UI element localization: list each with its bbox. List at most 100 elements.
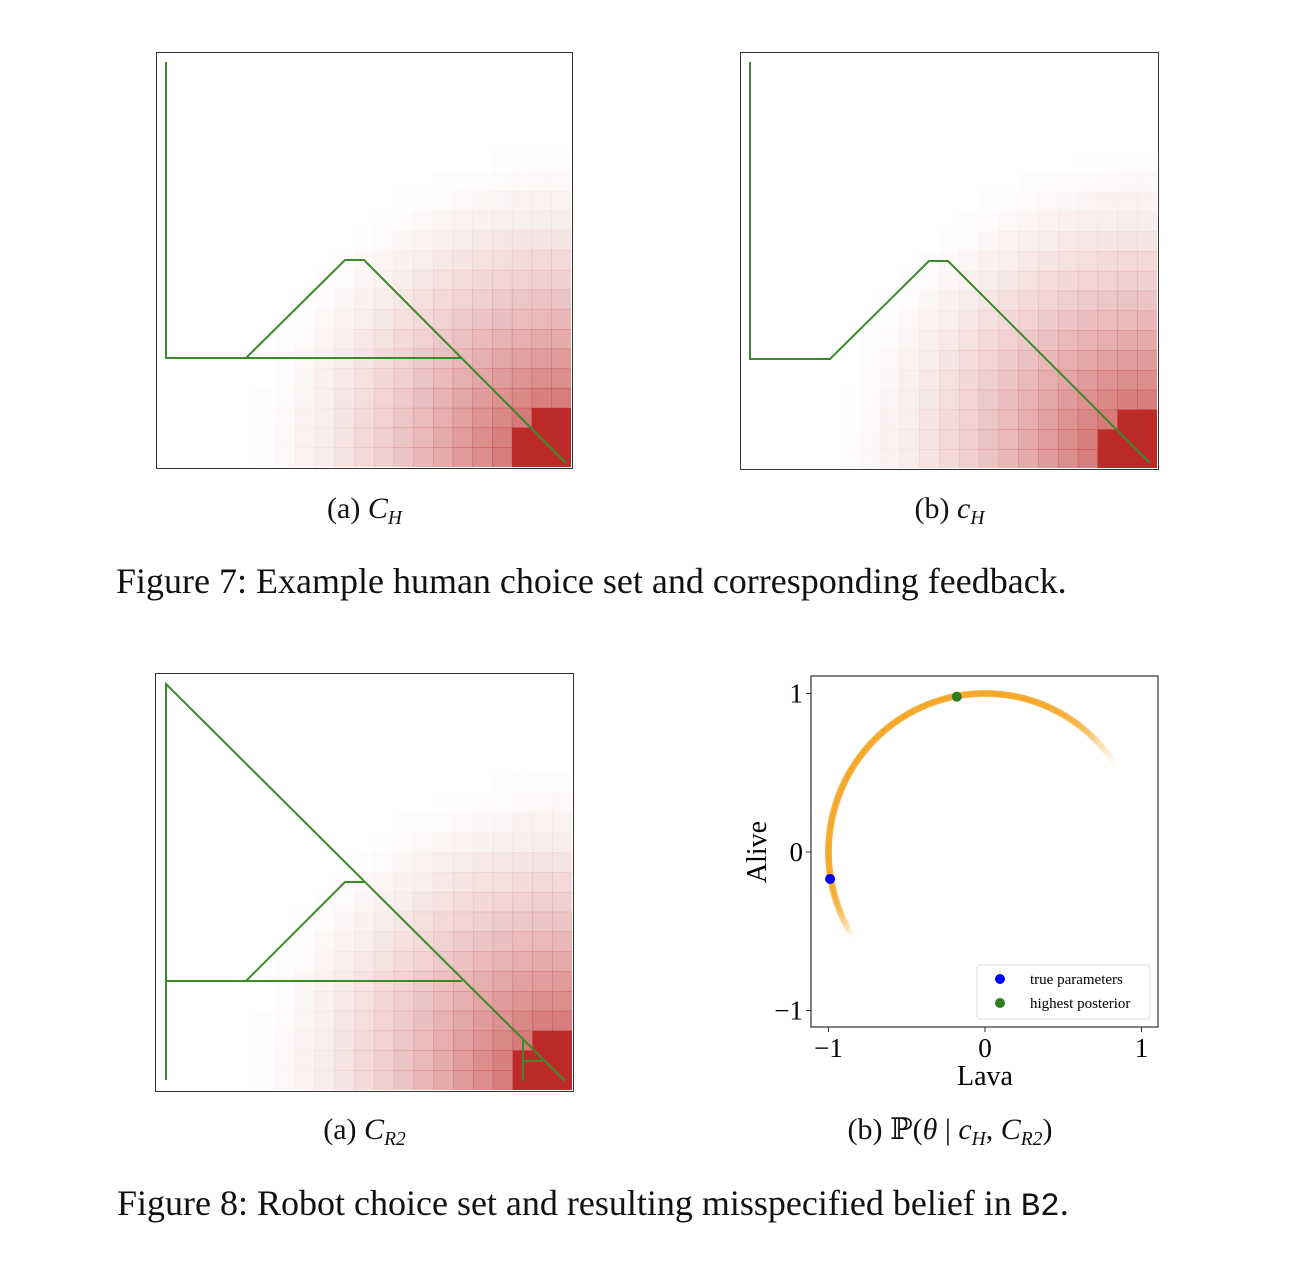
heatmap-cell <box>295 388 316 409</box>
heatmap-cell <box>453 171 473 191</box>
heatmap-cell <box>1038 172 1058 192</box>
heatmap-cell <box>314 1070 335 1090</box>
heatmap-cell <box>314 932 334 952</box>
path-line <box>749 62 1151 464</box>
posterior-arc-sample <box>836 909 844 917</box>
heatmap-cell <box>294 1050 315 1071</box>
heatmap-cell <box>958 310 980 331</box>
heatmap-cell <box>998 429 1019 450</box>
heatmap-cell <box>1077 449 1099 468</box>
heatmap-cell <box>492 171 512 191</box>
heatmap-cell <box>1097 270 1118 292</box>
heatmap-cell <box>472 289 493 310</box>
heatmap-cell <box>531 388 552 409</box>
heatmap-cell <box>452 289 473 310</box>
heatmap-cell <box>294 1010 315 1032</box>
heatmap-cell <box>492 872 514 893</box>
heatmap-cell <box>472 329 493 350</box>
heatmap-cell <box>433 407 454 429</box>
heatmap-cell <box>998 270 1019 292</box>
heatmap-cell <box>334 1010 355 1032</box>
heatmap-cell <box>354 891 375 913</box>
heatmap-cell <box>551 329 571 350</box>
figure7-caption: Figure 7: Example human choice set and c… <box>116 561 1067 601</box>
heatmap-cell <box>1137 369 1157 391</box>
heatmap-cell <box>1097 211 1118 232</box>
heatmap-cell <box>492 368 513 389</box>
path-line <box>165 681 566 1082</box>
heatmap-cell <box>334 309 355 330</box>
posterior-arc-sample <box>1079 725 1087 733</box>
heatmap-cell <box>452 329 473 350</box>
figure7b-subcaption: (b) cH <box>914 492 985 529</box>
posterior-arc-sample <box>1086 730 1094 738</box>
y-tick-label: 0 <box>790 837 804 867</box>
heatmap-cell <box>394 211 414 231</box>
posterior-arc-sample <box>1090 734 1098 742</box>
heatmap-cell <box>512 852 533 873</box>
heatmap-cell <box>492 852 514 873</box>
heatmap-cell <box>1018 251 1039 272</box>
heatmap-cell <box>492 289 513 310</box>
posterior-arc-sample <box>839 915 847 923</box>
heatmap-cell <box>1018 172 1038 192</box>
heatmap-cell <box>433 990 454 1012</box>
heatmap-cell <box>860 410 880 430</box>
heatmap-cell <box>334 407 355 429</box>
heatmap-cell <box>551 388 571 409</box>
posterior-arc-sample <box>1096 741 1104 749</box>
heatmap-cell <box>551 368 571 389</box>
heatmap-cell <box>511 269 533 291</box>
heatmap-cell <box>899 350 920 371</box>
heatmap-cell <box>314 407 335 429</box>
posterior-arc-sample <box>1073 720 1081 728</box>
heatmap-cell <box>1038 251 1059 272</box>
heatmap-cell <box>1077 191 1099 212</box>
heatmap-cell <box>295 309 315 329</box>
heatmap-cell <box>1018 389 1039 411</box>
posterior-arc-sample <box>1070 717 1078 725</box>
heatmap-cell <box>334 1070 355 1090</box>
posterior-arc-sample <box>843 924 851 932</box>
heatmap-cell <box>433 368 454 389</box>
posterior-arc-sample <box>1097 742 1105 750</box>
heatmap-cell <box>1057 389 1079 411</box>
heatmap-cell <box>860 449 880 468</box>
heatmap-cell <box>939 330 960 351</box>
heatmap-cell <box>1057 211 1079 232</box>
heatmap-cell <box>492 1050 514 1071</box>
heatmap-cell <box>472 250 493 271</box>
heatmap-cell <box>295 407 316 429</box>
posterior-arc-sample <box>1071 718 1079 726</box>
heatmap-cell <box>413 1050 434 1071</box>
heatmap-cell <box>433 427 454 448</box>
heatmap-cell <box>939 350 960 371</box>
posterior-arc-sample <box>1067 716 1075 724</box>
heatmap-cell <box>998 290 1019 312</box>
heatmap-cell <box>532 990 553 1012</box>
heatmap-cell <box>939 429 960 450</box>
heatmap-cell <box>880 330 900 350</box>
heatmap-cell <box>840 429 860 449</box>
heatmap-cell <box>373 1070 395 1090</box>
posterior-arc-sample <box>835 906 843 914</box>
heatmap-cell <box>492 230 513 251</box>
heatmap-cell <box>532 171 552 191</box>
heatmap-cell <box>1038 290 1059 312</box>
heatmap-cell <box>314 1050 335 1071</box>
heatmap-cell <box>295 368 316 389</box>
heatmap-cell <box>433 891 454 913</box>
heatmap-cell <box>1057 191 1079 212</box>
heatmap-cell <box>511 348 533 369</box>
posterior-arc-sample <box>828 882 836 890</box>
heatmap-cell <box>334 931 355 952</box>
heatmap-cell <box>393 891 415 913</box>
heatmap-cell <box>551 230 571 251</box>
heatmap-cell <box>860 429 880 449</box>
heatmap-cell <box>1098 172 1118 192</box>
posterior-arc-sample <box>839 914 847 922</box>
heatmap-cell <box>295 951 315 971</box>
heatmap-cell <box>413 230 434 251</box>
heatmap-cell <box>551 289 571 310</box>
heatmap-cell <box>532 1010 553 1032</box>
